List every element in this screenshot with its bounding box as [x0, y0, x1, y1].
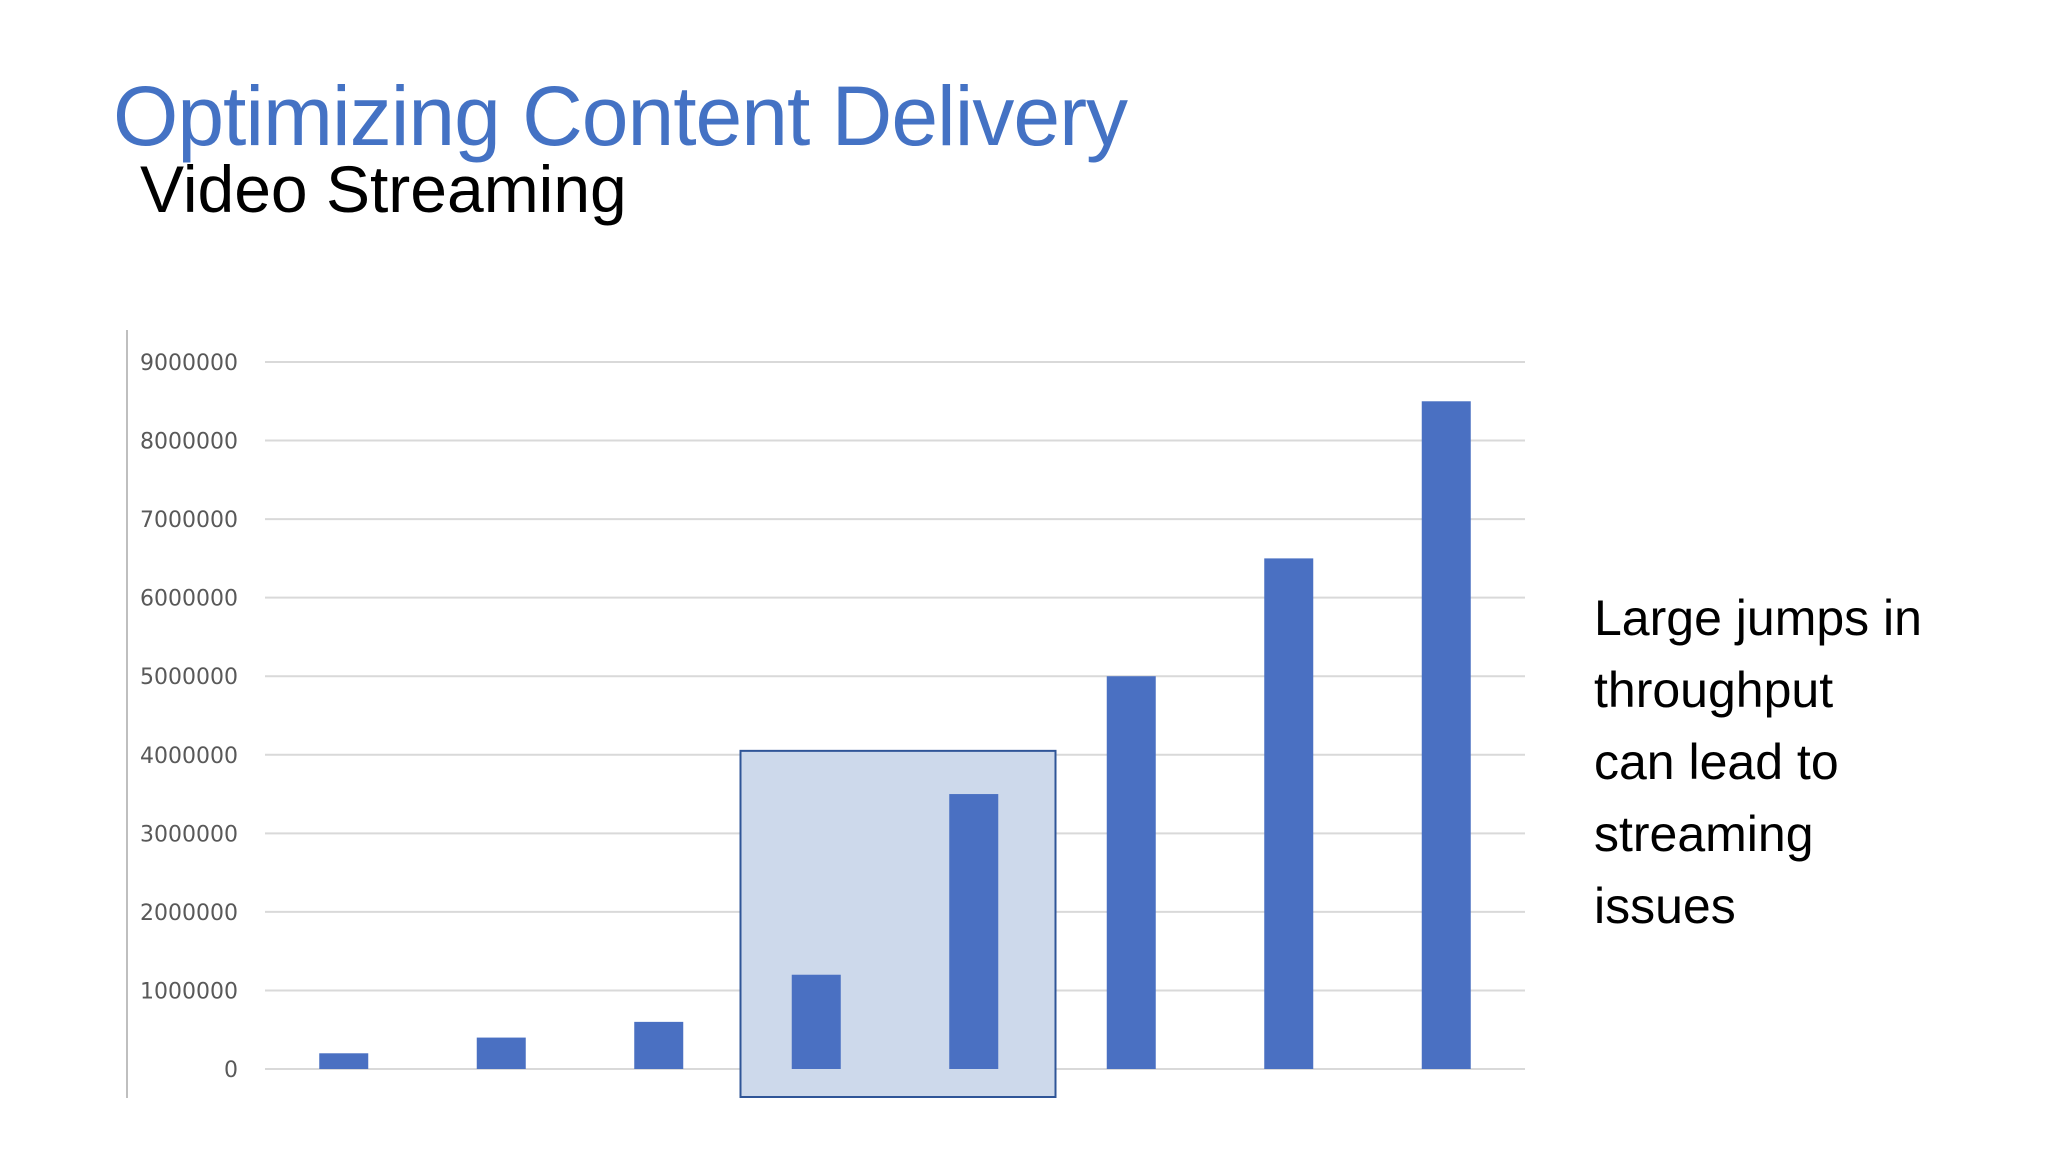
y-tick-label: 0	[224, 1058, 238, 1083]
y-tick-label: 6000000	[140, 587, 238, 612]
note-line: can lead to	[1594, 734, 1839, 790]
bar	[1264, 558, 1314, 1069]
y-tick-label: 3000000	[140, 822, 238, 847]
note-line: streaming	[1594, 806, 1814, 862]
y-axis-ticks: 0 1000000 2000000 3000000 4000000 5000000 6000…	[140, 351, 238, 1083]
y-tick-label: 2000000	[140, 901, 238, 926]
bar	[634, 1021, 684, 1069]
note-line: throughput	[1594, 662, 1834, 718]
bar	[476, 1037, 526, 1069]
y-tick-label: 5000000	[140, 665, 238, 690]
y-tick-label: 9000000	[140, 351, 238, 376]
note-line: issues	[1594, 878, 1736, 934]
bar	[319, 1053, 369, 1069]
bar	[1106, 676, 1156, 1069]
y-tick-label: 7000000	[140, 508, 238, 533]
y-tick-label: 8000000	[140, 430, 238, 455]
chart-note: Large jumps in throughput can lead to st…	[1594, 582, 2014, 942]
gridlines	[126, 330, 1525, 1098]
slide-title: Optimizing Content Delivery	[113, 69, 1128, 163]
bars	[319, 401, 1471, 1069]
highlight-box	[739, 749, 1057, 1098]
highlight-layer	[739, 749, 1057, 1098]
bar	[791, 974, 841, 1069]
bar	[949, 794, 999, 1069]
y-tick-label: 1000000	[140, 979, 238, 1004]
bar	[1421, 401, 1471, 1069]
slide-subtitle: Video Streaming	[140, 152, 627, 226]
y-tick-label: 4000000	[140, 744, 238, 769]
note-line: Large jumps in	[1594, 590, 1922, 646]
